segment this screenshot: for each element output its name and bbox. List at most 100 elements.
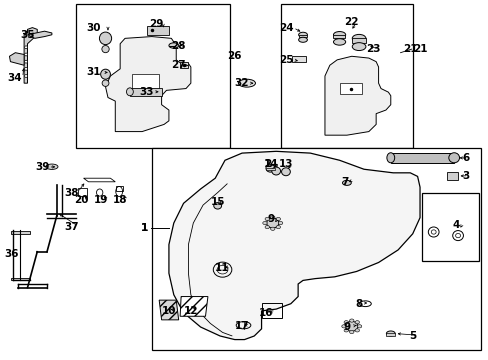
Ellipse shape <box>349 319 353 322</box>
Text: 10: 10 <box>162 306 176 316</box>
Bar <box>265 168 274 170</box>
Ellipse shape <box>265 164 274 172</box>
Text: 17: 17 <box>234 321 249 331</box>
Ellipse shape <box>298 37 307 42</box>
Polygon shape <box>9 53 24 65</box>
Text: 34: 34 <box>7 73 21 83</box>
Text: 11: 11 <box>215 263 229 273</box>
Bar <box>390 153 453 163</box>
Ellipse shape <box>351 42 365 50</box>
Bar <box>116 186 122 192</box>
Text: 21: 21 <box>412 44 427 54</box>
Text: 26: 26 <box>227 51 242 61</box>
Ellipse shape <box>342 180 350 185</box>
Bar <box>11 278 30 280</box>
Bar <box>446 172 457 180</box>
Bar <box>351 39 365 42</box>
Text: 15: 15 <box>210 197 224 207</box>
Ellipse shape <box>354 321 359 324</box>
Text: 3: 3 <box>462 171 469 181</box>
Ellipse shape <box>349 330 353 334</box>
Ellipse shape <box>238 79 255 87</box>
Ellipse shape <box>213 203 221 209</box>
Text: 37: 37 <box>64 222 79 231</box>
Polygon shape <box>180 297 207 316</box>
Ellipse shape <box>281 168 290 176</box>
Ellipse shape <box>24 46 27 49</box>
Text: 5: 5 <box>408 331 415 341</box>
Text: 39: 39 <box>35 162 49 172</box>
Ellipse shape <box>278 221 282 225</box>
Bar <box>78 188 86 196</box>
Polygon shape <box>168 151 419 339</box>
Text: 21: 21 <box>402 44 417 54</box>
Ellipse shape <box>276 225 280 229</box>
Ellipse shape <box>386 331 394 336</box>
Text: 31: 31 <box>86 67 101 77</box>
Ellipse shape <box>341 325 346 328</box>
Text: 1: 1 <box>141 224 148 233</box>
Bar <box>180 62 187 68</box>
Text: 28: 28 <box>171 41 185 50</box>
Text: 25: 25 <box>278 55 293 65</box>
Text: 30: 30 <box>86 23 101 33</box>
Ellipse shape <box>24 60 27 63</box>
Text: 23: 23 <box>366 44 380 54</box>
Polygon shape <box>325 56 390 135</box>
Text: 9: 9 <box>267 215 274 224</box>
Text: 2: 2 <box>264 159 271 169</box>
Polygon shape <box>24 28 37 83</box>
Bar <box>11 231 30 234</box>
Ellipse shape <box>357 325 361 328</box>
Ellipse shape <box>168 43 178 48</box>
Ellipse shape <box>298 32 307 37</box>
Text: 12: 12 <box>183 306 198 316</box>
Text: 6: 6 <box>462 153 469 163</box>
Ellipse shape <box>354 329 359 332</box>
Text: 14: 14 <box>264 159 278 169</box>
Text: 18: 18 <box>113 195 127 205</box>
Ellipse shape <box>271 167 280 175</box>
Ellipse shape <box>344 321 348 324</box>
Ellipse shape <box>101 69 110 79</box>
Text: 13: 13 <box>278 159 293 169</box>
Ellipse shape <box>24 53 27 56</box>
Text: 35: 35 <box>20 30 35 40</box>
Bar <box>147 26 168 35</box>
Bar <box>298 35 307 37</box>
Ellipse shape <box>24 75 27 77</box>
Text: 4: 4 <box>452 220 459 230</box>
Ellipse shape <box>46 164 58 170</box>
Ellipse shape <box>24 67 27 70</box>
Text: 8: 8 <box>355 299 362 309</box>
Bar <box>339 83 361 94</box>
Text: 7: 7 <box>340 177 347 187</box>
Ellipse shape <box>351 35 365 42</box>
Text: 38: 38 <box>64 188 79 198</box>
Ellipse shape <box>126 88 133 96</box>
Ellipse shape <box>262 221 266 225</box>
Text: 20: 20 <box>74 195 88 205</box>
Polygon shape <box>27 31 52 39</box>
Ellipse shape <box>276 217 280 221</box>
Text: 9: 9 <box>343 322 350 332</box>
Ellipse shape <box>264 225 269 229</box>
Text: 32: 32 <box>234 78 249 88</box>
Bar <box>152 148 480 350</box>
Ellipse shape <box>333 32 345 38</box>
Bar <box>132 74 159 89</box>
Text: 22: 22 <box>344 17 358 27</box>
Ellipse shape <box>266 218 278 228</box>
Bar <box>386 333 394 336</box>
Ellipse shape <box>333 39 345 45</box>
Ellipse shape <box>270 227 274 230</box>
Text: 29: 29 <box>149 19 163 29</box>
Text: 16: 16 <box>259 308 273 318</box>
Polygon shape <box>105 37 190 132</box>
Text: 27: 27 <box>171 60 185 70</box>
Text: 1: 1 <box>141 224 148 233</box>
Bar <box>130 88 161 96</box>
Text: 24: 24 <box>278 23 293 33</box>
Ellipse shape <box>344 329 348 332</box>
Ellipse shape <box>345 321 357 331</box>
